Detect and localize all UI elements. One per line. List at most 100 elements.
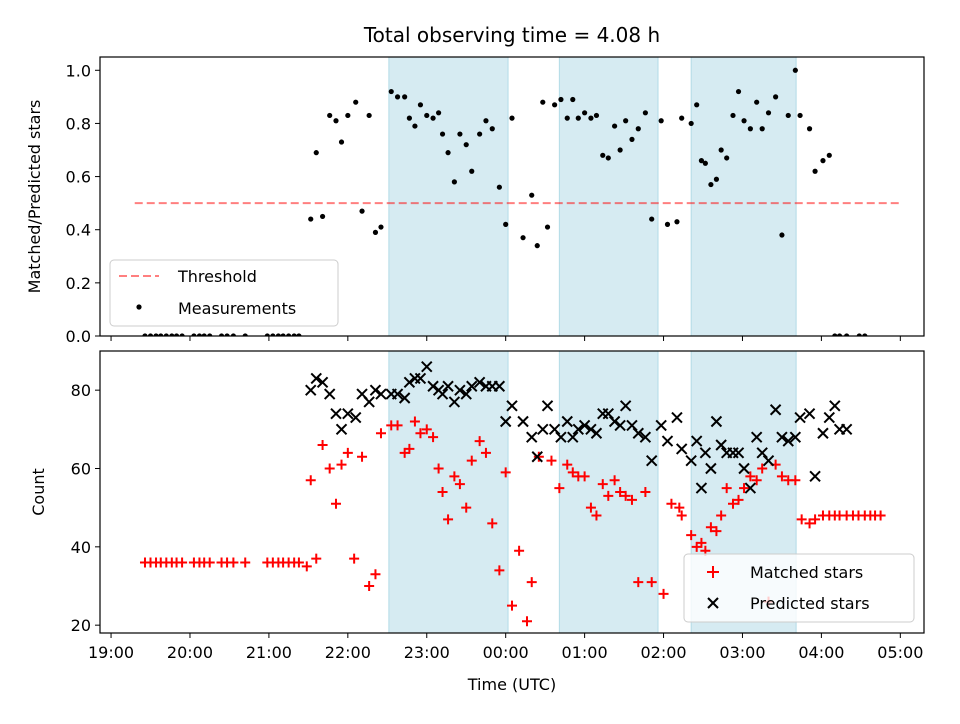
measurement-point [570, 96, 576, 103]
matched-star-point [500, 467, 511, 478]
matched-star-point [433, 463, 444, 474]
measurement-point [694, 102, 700, 108]
top-shaded-intervals [388, 56, 797, 337]
predicted-star-point [626, 419, 638, 432]
measurement-point [623, 118, 629, 124]
measurement-point [600, 152, 606, 158]
measurement-point [540, 99, 546, 105]
y-tick-label: 40 [71, 538, 91, 557]
predicted-star-point [710, 415, 723, 428]
predicted-star-point [506, 400, 518, 412]
matched-star-point [507, 600, 517, 611]
matched-star-point [567, 467, 578, 478]
measurement-point [552, 102, 558, 108]
predicted-star-point [493, 380, 506, 392]
measurement-point [359, 208, 365, 214]
y-tick-label: 80 [71, 381, 91, 400]
measurement-point [759, 126, 765, 132]
measurement-point [544, 224, 551, 230]
measurement-point [406, 115, 412, 121]
matched-star-point [240, 557, 251, 568]
matched-star-point [311, 553, 322, 564]
measurement-point [463, 142, 469, 148]
predicted-star-point [403, 376, 416, 389]
matched-star-point [620, 490, 631, 501]
matched-star-point [357, 451, 368, 462]
x-axis-label: Time (UTC) [467, 675, 556, 694]
y-tick-label: 1.0 [66, 61, 91, 80]
legend-predicted-label: Predicted stars [750, 594, 870, 613]
measurement-point [503, 221, 509, 227]
matched-star-point [810, 514, 821, 525]
predicted-star-point [840, 423, 853, 436]
measurement-point [417, 102, 424, 108]
measurement-point [724, 155, 730, 161]
matched-star-point [633, 577, 644, 588]
matched-star-point [533, 451, 544, 462]
measurement-point [402, 94, 408, 100]
predicted-star-point [572, 423, 585, 436]
shaded-interval-0 [388, 350, 509, 634]
measurement-point [424, 112, 430, 119]
predicted-star-point [715, 439, 727, 451]
predicted-star-point [738, 462, 750, 475]
predicted-star-point [531, 451, 543, 463]
measurement-point [564, 115, 570, 121]
matched-star-point [409, 416, 420, 427]
matched-star-point [204, 557, 215, 568]
matched-star-point [757, 463, 768, 474]
matched-star-point [415, 428, 426, 439]
measurement-point [832, 333, 838, 336]
measurement-point [412, 123, 418, 129]
top-axes-frame [99, 56, 925, 337]
predicted-star-point [690, 435, 703, 447]
measurement-point [765, 110, 772, 116]
measurement-point [496, 184, 502, 190]
predicted-star-point [782, 435, 794, 447]
matched-star-point [437, 487, 448, 497]
matched-star-point [480, 447, 491, 458]
x-tick-label: 19:00 [88, 643, 134, 662]
predicted-star-point [517, 415, 529, 428]
y-tick-label: 0.2 [66, 274, 91, 293]
measurement-point [179, 333, 185, 336]
matched-star-point [666, 498, 677, 509]
measurement-point [338, 139, 345, 145]
top-legend: Threshold Measurements [109, 259, 339, 327]
measurement-point [264, 333, 270, 336]
predicted-star-point [750, 431, 763, 443]
matched-star-point [591, 510, 602, 521]
predicted-star-point [803, 407, 816, 420]
matched-star-point [428, 432, 439, 443]
x-tick-label: 01:00 [562, 643, 608, 662]
predicted-star-point [602, 407, 614, 420]
matched-star-point [301, 561, 312, 572]
matched-star-point [721, 483, 732, 494]
measurement-point [457, 131, 463, 137]
matched-star-point [674, 502, 685, 513]
measurement-point [439, 131, 446, 137]
matched-star-point [336, 459, 347, 470]
measurement-point [520, 235, 526, 241]
measurement-point [588, 115, 594, 121]
matched-star-point [579, 471, 590, 482]
measurement-point [319, 213, 326, 220]
matched-star-point [733, 494, 744, 505]
predicted-star-point [448, 396, 461, 408]
measurement-point [291, 333, 297, 336]
predicted-star-point [342, 407, 354, 420]
predicted-star-point [695, 482, 708, 494]
matched-star-point [521, 616, 532, 627]
measurement-point [635, 126, 641, 132]
legend-measurements-swatch [136, 304, 142, 310]
bottom-panel: 20 40 60 80 19:00 20:00 21:00 22:00 23:00 00:00 0… [29, 350, 925, 694]
shaded-interval-2 [690, 56, 797, 337]
matched-stars-points [139, 416, 886, 627]
predicted-stars-points [305, 360, 853, 494]
measurement-point [477, 131, 483, 137]
matched-star-point [364, 581, 375, 591]
bottom-y-ticks: 20 40 60 80 [71, 381, 100, 635]
bottom-axes-frame [99, 350, 925, 634]
matched-star-point [526, 577, 537, 588]
x-tick-label: 04:00 [798, 643, 844, 662]
